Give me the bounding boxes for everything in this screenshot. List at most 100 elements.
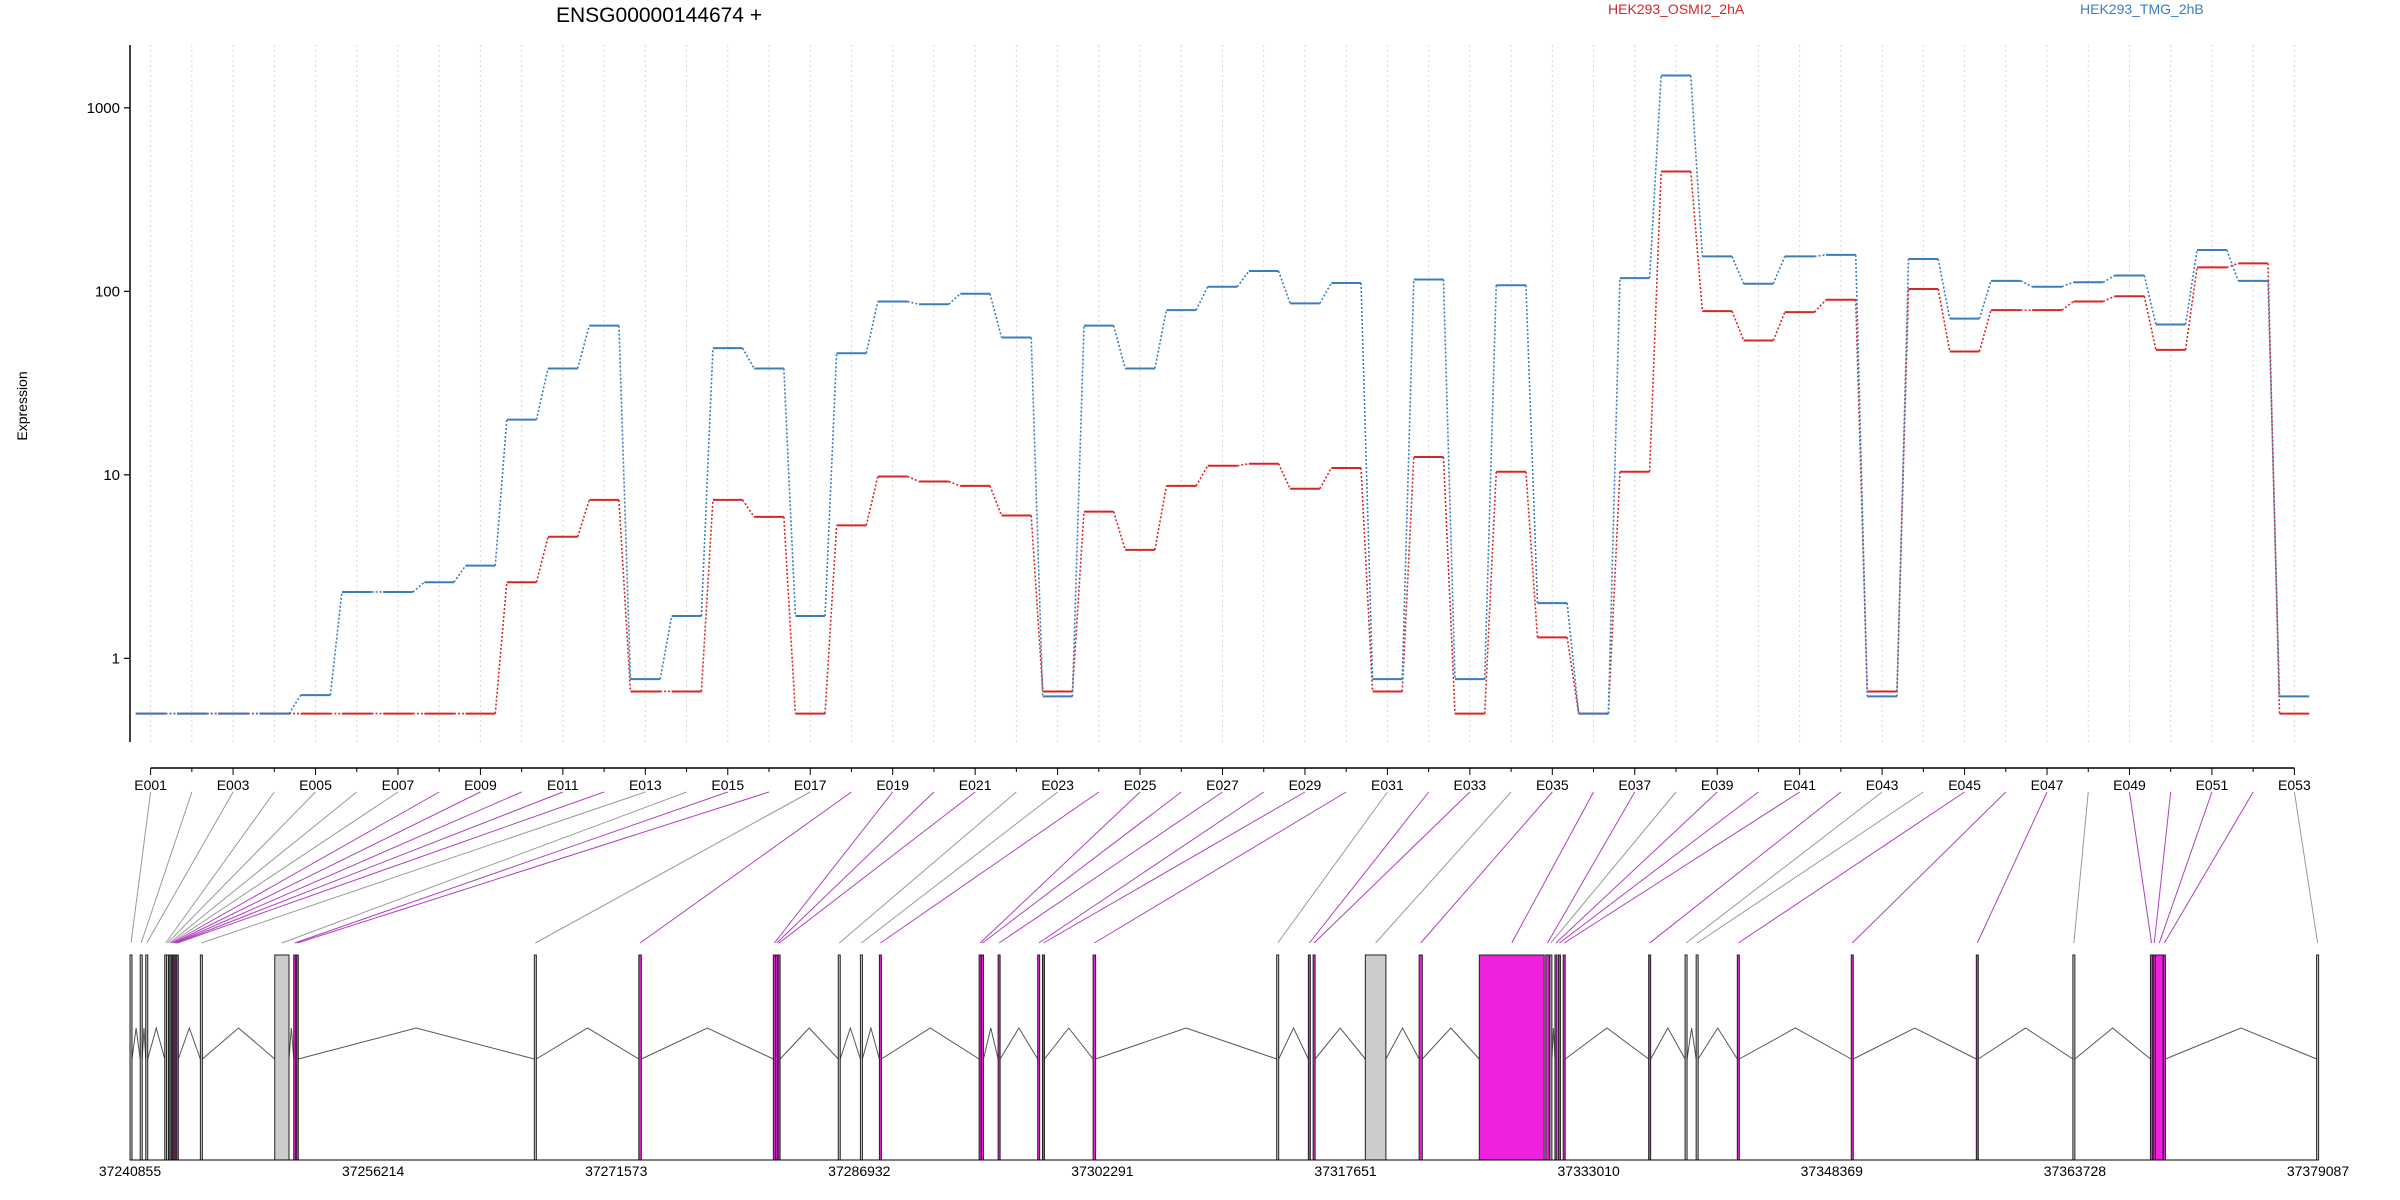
exon-connector <box>1420 791 1553 944</box>
y-axis: 1 10 100 1000 <box>87 45 131 742</box>
series-connector <box>700 499 714 692</box>
series-connector <box>1360 467 1374 692</box>
x-tick-label: E005 <box>299 777 332 793</box>
series-connector <box>1112 511 1126 551</box>
exon-connector <box>776 791 935 944</box>
series-connector <box>1814 254 1827 258</box>
exon-connector <box>778 791 976 944</box>
exon-box <box>1092 954 1097 1161</box>
intron-line <box>1650 1026 1686 1060</box>
exon-box <box>978 954 982 1161</box>
x-tick-label: E007 <box>382 777 415 793</box>
x-tick-label: E001 <box>134 777 167 793</box>
exon-box <box>1041 954 1045 1161</box>
exon-connector <box>175 791 564 944</box>
exon-connector <box>177 791 605 944</box>
x-tick-label: E025 <box>1124 777 1157 793</box>
intron-line <box>536 1027 640 1060</box>
x-tick-label: E051 <box>2196 777 2229 793</box>
exon-box <box>1695 954 1699 1161</box>
exon-box <box>129 954 133 1161</box>
intron-line <box>1739 1027 1852 1060</box>
x-tick-label: E037 <box>1618 777 1651 793</box>
genomic-tick-label: 37256214 <box>342 1163 405 1179</box>
exon-box <box>1554 954 1558 1161</box>
series-connector <box>865 476 879 526</box>
series-connector <box>1978 309 1992 352</box>
series-connector <box>1607 278 1621 714</box>
intron-line <box>779 1027 839 1060</box>
series-connector <box>783 368 797 617</box>
exon-connector <box>2153 791 2172 944</box>
series-connector <box>907 300 920 306</box>
intron-line <box>1853 1027 1977 1060</box>
exon-connector <box>979 791 1141 944</box>
x-tick-label: E029 <box>1289 777 1322 793</box>
exon-connector <box>165 791 275 944</box>
x-tick-label: E031 <box>1371 777 1404 793</box>
exon-connector <box>1649 791 1842 944</box>
exon-connector <box>167 791 316 944</box>
exon-box <box>1562 954 1566 1161</box>
exon-connector <box>1277 791 1388 944</box>
exon-connector <box>174 791 522 944</box>
series-connector <box>1813 299 1827 313</box>
intron-line <box>1686 1027 1697 1060</box>
genomic-tick-label: 37333010 <box>1558 1163 1621 1179</box>
series-connector <box>1937 288 1951 352</box>
series-connector <box>1483 285 1498 680</box>
series-connector <box>783 516 797 714</box>
exon-connector <box>773 791 894 944</box>
exon-connector <box>170 791 399 944</box>
x-tick-label: E043 <box>1866 777 1899 793</box>
exon-connector <box>1976 791 2048 944</box>
exon-box <box>1736 954 1740 1161</box>
intron-line <box>1421 1027 1480 1060</box>
exon-connector <box>998 791 1223 944</box>
exon-connector <box>639 791 852 944</box>
intron-line <box>881 1027 980 1060</box>
series-connector <box>2020 280 2033 288</box>
exon-box <box>1648 954 1652 1161</box>
series-connector <box>1154 485 1168 551</box>
series-connector <box>2184 267 2198 350</box>
exon-connector <box>2128 791 2153 944</box>
series-connector <box>576 499 591 537</box>
exon-box <box>1276 954 1280 1161</box>
exon-box <box>1364 954 1387 1161</box>
genomic-tick-label: 37317651 <box>1314 1163 1377 1179</box>
series-connector <box>948 293 961 305</box>
exon-box <box>293 954 297 1161</box>
y-tick-label: 10 <box>103 467 120 484</box>
exon-box <box>2162 954 2166 1161</box>
exon-connector <box>169 791 358 944</box>
exon-box <box>199 954 203 1161</box>
series-connector <box>1607 471 1621 714</box>
series-connector <box>2061 300 2074 311</box>
exon-connector <box>1547 791 1636 944</box>
exon-box <box>837 954 841 1161</box>
x-tick-label: E023 <box>1041 777 1074 793</box>
exon-box <box>1545 954 1550 1161</box>
x-tick-label: E013 <box>629 777 662 793</box>
exon-box <box>2149 954 2154 1161</box>
exon-connector <box>130 791 152 944</box>
genomic-tick-label: 37240855 <box>99 1163 162 1179</box>
genomic-coordinate-axis: 37240855 37256214 37271573 37286932 37302291… <box>99 1159 2349 1179</box>
series-connector <box>1483 471 1498 714</box>
exon-connector <box>201 791 646 944</box>
exon-connector <box>2163 791 2254 944</box>
legend-entry-series-1: HEK293_OSMI2_2hA <box>1608 1 1745 17</box>
exon-connector <box>861 791 1058 944</box>
series-connector <box>2267 280 2281 697</box>
series-connector <box>824 353 838 617</box>
intron-line <box>1697 1027 1738 1060</box>
series-connector <box>2102 295 2115 303</box>
series-connector <box>1360 282 1374 680</box>
y-tick-label: 100 <box>95 283 120 300</box>
series-connector <box>1648 171 1662 472</box>
intron-line <box>202 1027 276 1060</box>
series-connector <box>494 582 508 714</box>
x-tick-label: E003 <box>217 777 250 793</box>
x-tick-label: E009 <box>464 777 497 793</box>
